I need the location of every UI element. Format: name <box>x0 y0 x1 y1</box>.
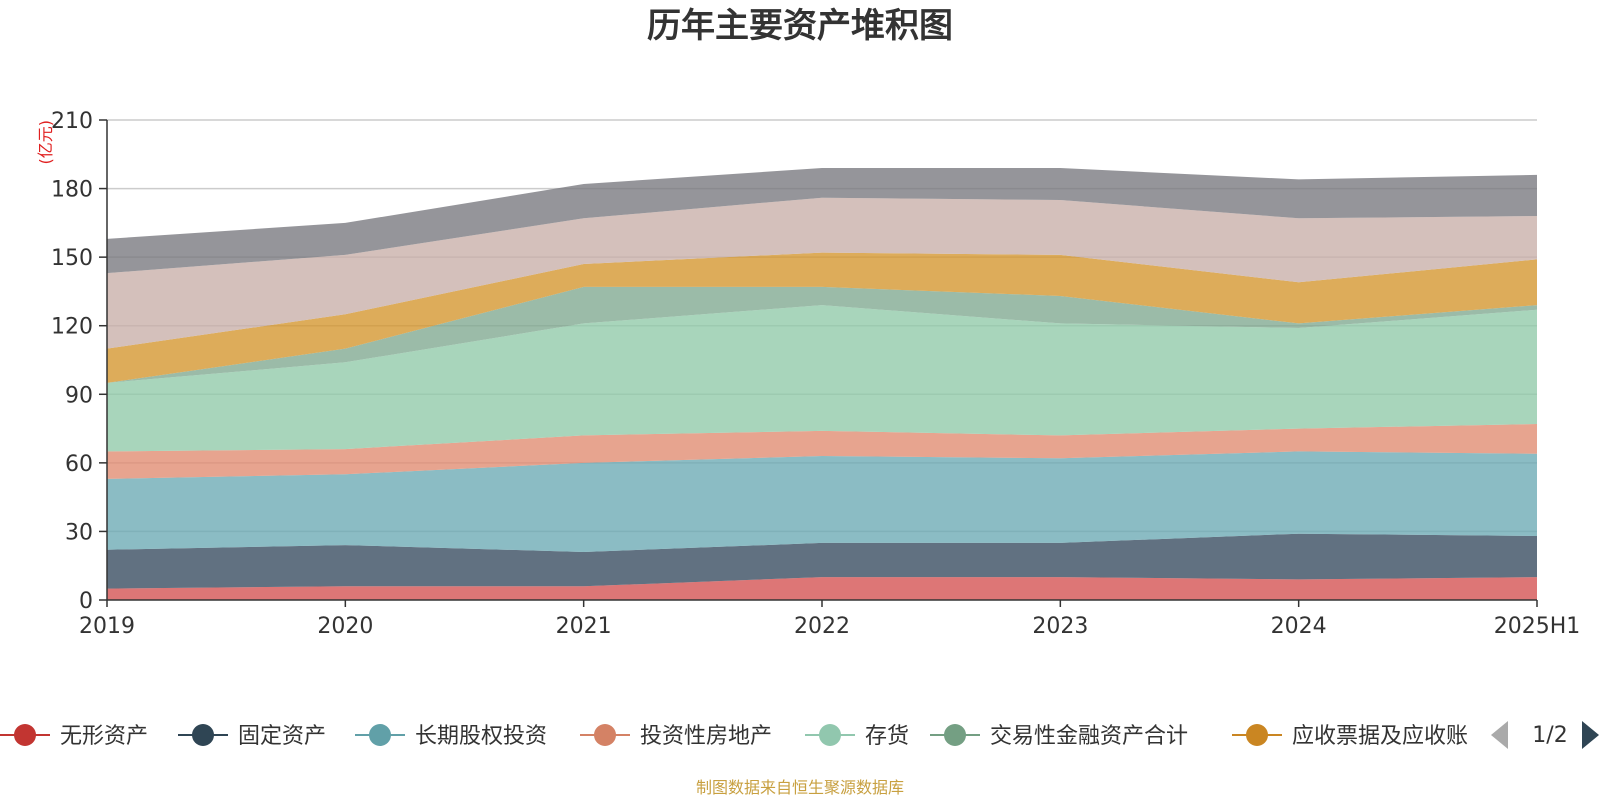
area-series-5 <box>107 286 1537 383</box>
y-tick-label: 180 <box>51 178 93 203</box>
legend-item-label: 无形资产 <box>60 724 148 749</box>
area-series-6 <box>107 252 1537 383</box>
legend-marker-icon <box>14 724 36 746</box>
y-tick-label: 0 <box>79 589 93 614</box>
legend-marker-icon <box>944 724 966 746</box>
legend-item-label: 应收票据及应收账 <box>1292 724 1468 749</box>
y-tick-label: 60 <box>65 452 93 477</box>
legend-pager: 1/2 <box>1491 721 1599 749</box>
area-series-0 <box>107 577 1537 600</box>
legend-marker-icon <box>819 724 841 746</box>
legend-marker-icon <box>1246 724 1268 746</box>
area-series-3 <box>107 424 1537 479</box>
legend-item[interactable]: 长期股权投资 <box>355 724 547 749</box>
legend-next-icon[interactable] <box>1582 721 1599 749</box>
legend-item-label: 固定资产 <box>238 724 326 749</box>
legend-marker-icon <box>192 724 214 746</box>
y-axis-unit: (亿元) <box>36 120 55 165</box>
x-tick-label: 2019 <box>79 614 135 639</box>
legend-item-label: 交易性金融资产合计 <box>990 724 1188 749</box>
area-series-4 <box>107 305 1537 452</box>
x-tick-label: 2025H1 <box>1494 614 1581 639</box>
y-tick-label: 90 <box>65 383 93 408</box>
legend-item-label: 长期股权投资 <box>415 724 547 749</box>
legend-marker-icon <box>594 724 616 746</box>
area-series-2 <box>107 451 1537 552</box>
area-series-7 <box>107 197 1537 349</box>
x-tick-label: 2021 <box>556 614 612 639</box>
legend-item[interactable]: 交易性金融资产合计 <box>930 724 1188 749</box>
y-tick-label: 210 <box>51 109 93 134</box>
legend-marker-icon <box>369 724 391 746</box>
legend-prev-icon[interactable] <box>1491 721 1508 749</box>
legend-item[interactable]: 存货 <box>805 724 909 749</box>
legend-item-label: 投资性房地产 <box>640 724 772 749</box>
area-series <box>107 168 1537 600</box>
area-series-8 <box>107 168 1537 274</box>
y-tick-label: 150 <box>51 246 93 271</box>
area-series-1 <box>107 533 1537 589</box>
legend-item[interactable]: 应收票据及应收账 <box>1232 724 1468 749</box>
x-tick-label: 2023 <box>1032 614 1088 639</box>
legend-item[interactable]: 无形资产 <box>0 724 148 749</box>
data-source-note: 制图数据来自恒生聚源数据库 <box>696 778 904 797</box>
x-tick-label: 2024 <box>1271 614 1327 639</box>
legend-item[interactable]: 投资性房地产 <box>580 724 772 749</box>
legend-item-label: 存货 <box>865 724 909 749</box>
chart-title: 历年主要资产堆积图 <box>647 6 953 46</box>
y-tick-label: 30 <box>65 520 93 545</box>
legend-page-indicator: 1/2 <box>1532 723 1567 748</box>
legend-item[interactable]: 固定资产 <box>178 724 326 749</box>
legend: 无形资产 固定资产 长期股权投资 投资性房地产 存货 交易性金融资产合计 应收票据及应收账 <box>0 724 1468 749</box>
axes: 0 30 60 90 120 150 180 210 2019 2020 2021 2022 2023 2… <box>51 109 1580 639</box>
x-tick-label: 2022 <box>794 614 850 639</box>
x-tick-label: 2020 <box>317 614 373 639</box>
y-tick-label: 120 <box>51 315 93 340</box>
